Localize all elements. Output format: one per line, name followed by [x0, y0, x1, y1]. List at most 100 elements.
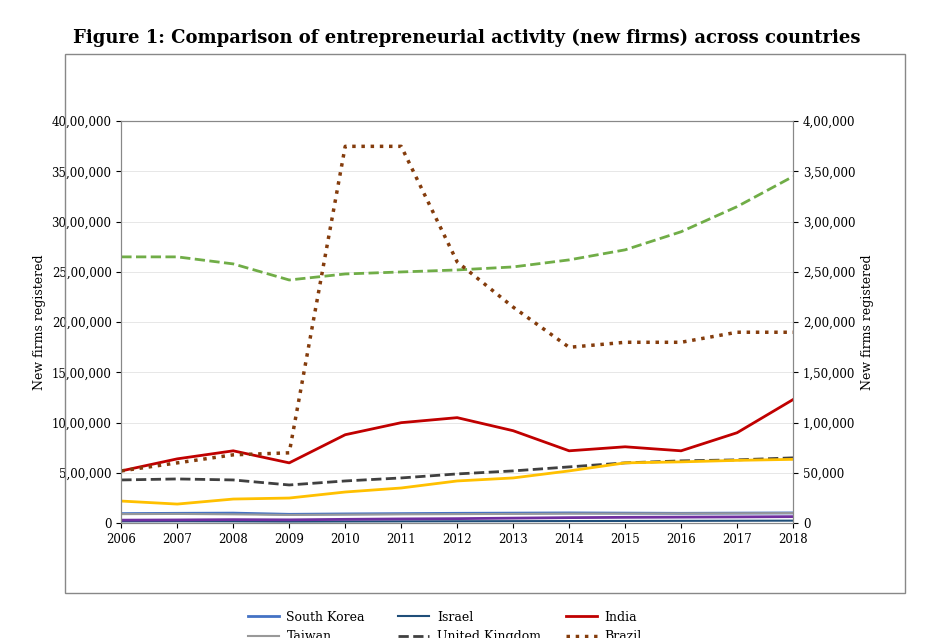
Netherlands	[452, 515, 463, 523]
Line: India: India	[121, 399, 793, 471]
Israel	[340, 517, 351, 525]
United Kingdom	[396, 474, 407, 482]
United States	[228, 260, 239, 268]
United States	[508, 263, 519, 271]
United Kingdom	[564, 463, 575, 471]
United Kingdom	[340, 477, 351, 485]
Netherlands	[396, 515, 407, 523]
United States	[620, 246, 631, 254]
United Kingdom	[675, 457, 687, 464]
Israel	[172, 517, 183, 525]
Taiwan	[452, 510, 463, 518]
India	[172, 455, 183, 463]
South Korea	[172, 510, 183, 517]
Netherlands	[340, 516, 351, 523]
Israel	[396, 517, 407, 525]
Israel	[452, 517, 463, 525]
Indonesia	[620, 459, 631, 467]
Taiwan	[731, 510, 743, 517]
Netherlands	[731, 513, 743, 521]
Taiwan	[787, 509, 799, 517]
Indonesia	[508, 474, 519, 482]
India	[564, 447, 575, 455]
United States	[787, 173, 799, 181]
Brazil	[787, 329, 799, 336]
India	[675, 447, 687, 455]
United States	[452, 266, 463, 274]
South Korea	[396, 510, 407, 517]
United Kingdom	[452, 470, 463, 478]
Line: United States: United States	[121, 177, 793, 280]
Y-axis label: New firms registered: New firms registered	[861, 255, 874, 390]
Taiwan	[508, 510, 519, 518]
United Kingdom	[787, 454, 799, 462]
Netherlands	[675, 514, 687, 521]
Israel	[564, 517, 575, 525]
Brazil	[452, 258, 463, 265]
Netherlands	[172, 516, 183, 524]
Brazil	[228, 451, 239, 459]
Indonesia	[564, 467, 575, 475]
Israel	[228, 517, 239, 525]
United States	[731, 203, 743, 211]
Indonesia	[452, 477, 463, 485]
Brazil	[508, 303, 519, 311]
India	[731, 429, 743, 436]
Line: Indonesia: Indonesia	[121, 459, 793, 504]
Legend: South Korea, Taiwan, United States, Israel, United Kingdom, Netherlands, India, : South Korea, Taiwan, United States, Isra…	[243, 605, 672, 638]
South Korea	[787, 509, 799, 517]
Brazil	[675, 338, 687, 346]
Israel	[787, 517, 799, 524]
Taiwan	[284, 511, 295, 519]
South Korea	[508, 509, 519, 517]
Netherlands	[564, 514, 575, 521]
India	[787, 396, 799, 403]
South Korea	[564, 509, 575, 517]
India	[116, 467, 127, 475]
Taiwan	[564, 510, 575, 517]
South Korea	[284, 510, 295, 518]
Brazil	[564, 343, 575, 351]
United States	[116, 253, 127, 261]
Taiwan	[116, 510, 127, 518]
Line: Netherlands: Netherlands	[121, 517, 793, 520]
Brazil	[340, 142, 351, 150]
Indonesia	[731, 457, 743, 464]
Line: United Kingdom: United Kingdom	[121, 458, 793, 485]
Brazil	[284, 449, 295, 457]
United States	[396, 268, 407, 276]
United States	[172, 253, 183, 261]
Netherlands	[116, 516, 127, 524]
Indonesia	[396, 484, 407, 492]
Indonesia	[228, 495, 239, 503]
United States	[284, 276, 295, 284]
India	[228, 447, 239, 455]
United Kingdom	[284, 481, 295, 489]
Text: Figure 1: Comparison of entrepreneurial activity (new firms) across countries: Figure 1: Comparison of entrepreneurial …	[73, 29, 860, 47]
Y-axis label: New firms registered: New firms registered	[33, 255, 46, 390]
Israel	[284, 517, 295, 525]
United Kingdom	[508, 467, 519, 475]
Israel	[116, 517, 127, 525]
Indonesia	[116, 497, 127, 505]
India	[284, 459, 295, 467]
South Korea	[340, 510, 351, 518]
South Korea	[675, 510, 687, 517]
Indonesia	[787, 456, 799, 463]
United States	[564, 256, 575, 263]
India	[508, 427, 519, 434]
Brazil	[731, 329, 743, 336]
India	[340, 431, 351, 438]
United Kingdom	[116, 476, 127, 484]
Netherlands	[787, 513, 799, 521]
India	[396, 419, 407, 427]
Indonesia	[340, 488, 351, 496]
United Kingdom	[228, 476, 239, 484]
South Korea	[228, 509, 239, 517]
Line: Brazil: Brazil	[121, 146, 793, 471]
Taiwan	[340, 511, 351, 519]
Netherlands	[284, 516, 295, 524]
South Korea	[731, 509, 743, 517]
India	[620, 443, 631, 450]
Taiwan	[228, 510, 239, 518]
